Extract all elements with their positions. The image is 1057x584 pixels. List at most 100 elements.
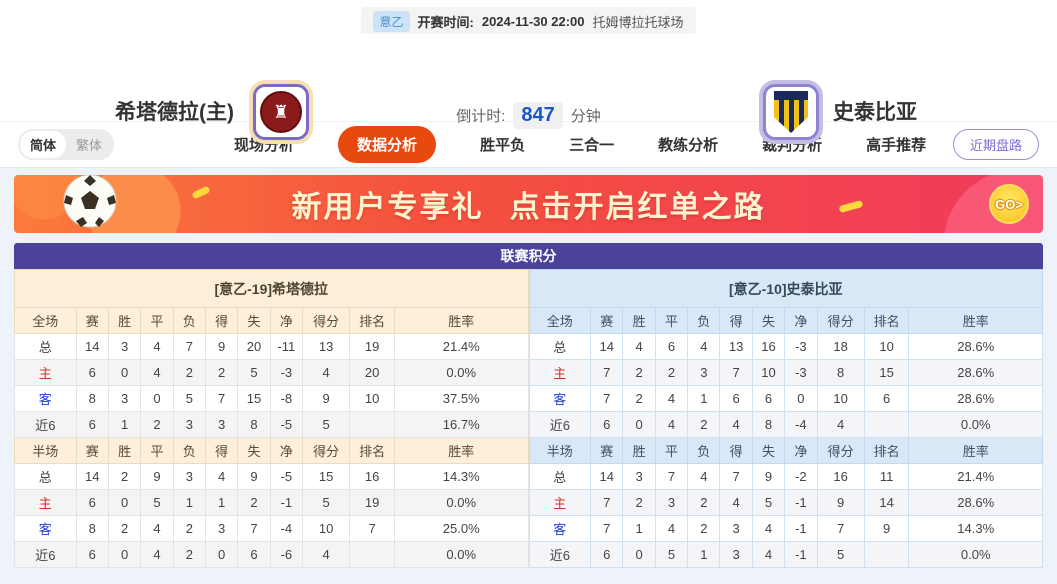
tab-three-in-one[interactable]: 三合一 [569,137,615,154]
row-scope-label: 总 [14,333,77,360]
right-stats-table: [意乙-10]史泰比亚 全场赛胜平负得失净得分 排名 胜率总 14 4 6 4 13 16 -3 18… [528,269,1044,568]
left-full-row-主: 主 6 0 4 2 2 5 -3 4 20 0.0% [14,359,529,386]
away-crest-frame [763,84,819,140]
stat-value: 16 [349,463,395,490]
stat-col-header: 赛 [590,307,624,334]
stat-value: 0.0% [393,359,529,386]
stat-value: 0 [140,385,174,412]
stat-value [863,541,910,568]
lang-simplified[interactable]: 简体 [20,131,67,158]
tab-win-draw-lose[interactable]: 胜平负 [480,137,526,154]
stat-value: 3 [172,463,206,490]
stat-col-header: 得 [204,437,239,464]
stat-col-header: 得 [204,307,239,334]
row-scope-label: 近6 [528,541,592,568]
away-crest-icon [774,91,808,133]
stat-value: 4 [654,385,689,412]
lang-traditional[interactable]: 繁体 [76,138,103,153]
match-team-header: 希塔德拉(主) ♜ 倒计时: 847 分钟 史泰比亚 [0,34,1057,144]
stat-value: 6 [590,541,624,568]
right-full-row-客: 客 7 2 4 1 6 6 0 10 6 28.6% [528,385,1043,412]
stat-value: 6 [75,541,109,568]
confetti-shape [838,200,864,213]
stat-col-header: 排名 [863,437,910,464]
stat-value: 7 [349,515,395,542]
stat-value: -8 [269,385,304,412]
stat-value: 14.3% [908,515,1043,542]
stat-value: -4 [784,411,818,438]
stat-value: -5 [269,411,304,438]
stat-value [349,411,395,438]
stat-value: -1 [784,489,818,516]
stat-value: 14 [75,333,109,360]
go-button[interactable]: GO> [989,184,1029,224]
row-scope-label: 近6 [14,541,77,568]
stat-value: 7 [172,333,206,360]
stat-col-header: 胜率 [908,307,1043,334]
stat-value: 6 [75,489,109,516]
stat-col-header: 净 [269,307,304,334]
stat-value: 7 [719,359,753,386]
stat-value: 3 [204,515,239,542]
stat-value: 2 [172,515,206,542]
stat-value: 2 [107,515,142,542]
stat-value: 3 [172,411,206,438]
stat-col-header: 半场 [528,437,592,464]
away-team-name: 史泰比亚 [833,101,917,124]
stat-value: 6 [719,385,753,412]
stat-col-header: 平 [140,437,174,464]
stat-value: 2 [237,489,271,516]
stat-col-header: 赛 [590,437,624,464]
left-full-row-近6: 近6 6 1 2 3 3 8 -5 5 16.7% [14,411,529,438]
home-team-name: 希塔德拉(主) [115,101,234,124]
stat-value: 7 [816,515,865,542]
stat-value: 4 [140,515,174,542]
stat-value: 14 [590,333,624,360]
stat-value: 7 [590,359,624,386]
stat-value: 6 [654,333,689,360]
stat-col-header: 胜 [107,437,142,464]
left-full-row-客: 客 8 3 0 5 7 15 -8 9 10 37.5% [14,385,529,412]
tab-expert-picks[interactable]: 高手推荐 [866,137,927,154]
tab-coach-analysis[interactable]: 教练分析 [658,137,719,154]
stat-value: 10 [751,359,786,386]
promo-banner[interactable]: 新用户专享礼 点击开启红单之路 GO> [14,175,1043,233]
stat-value: 6 [863,385,910,412]
left-half-row-主: 主 6 0 5 1 1 2 -1 5 19 0.0% [14,489,529,516]
stat-value [863,411,910,438]
stat-value: 4 [816,411,865,438]
stat-col-header: 排名 [863,307,910,334]
right-team-header: [意乙-10]史泰比亚 [528,269,1043,308]
stat-value: 0 [622,411,656,438]
stat-value: 5 [302,411,351,438]
stat-col-header: 失 [237,307,271,334]
stat-value: 0.0% [393,541,529,568]
stat-value: 2 [107,463,142,490]
stat-value: 37.5% [393,385,529,412]
stat-value: 10 [863,333,910,360]
recent-trends-button[interactable]: 近期盘路 [952,129,1039,160]
stat-col-header: 平 [654,437,689,464]
stat-col-header: 排名 [349,437,395,464]
stat-value: 0 [204,541,239,568]
stat-value: 14 [75,463,109,490]
stat-col-header: 胜率 [393,307,529,334]
stat-value: 1 [204,489,239,516]
row-scope-label: 总 [528,333,592,360]
stat-col-header: 失 [751,307,786,334]
stat-value: 7 [719,463,753,490]
tab-data-analysis[interactable]: 数据分析 [338,126,437,163]
right-full-row-近6: 近6 6 0 4 2 4 8 -4 4 0.0% [528,411,1043,438]
content-area: 新用户专享礼 点击开启红单之路 GO> 联赛积分 [意乙-19]希塔德拉 全场赛胜… [0,168,1057,584]
stat-value: 13 [302,333,351,360]
stat-col-header: 得 [719,437,753,464]
nav-tabs: 现场分析 数据分析 胜平负 三合一 教练分析 裁判分析 高手推荐 [234,126,926,163]
stat-value: 4 [751,515,786,542]
stat-value: 10 [302,515,351,542]
left-half-row-客: 客 8 2 4 2 3 7 -4 10 7 25.0% [14,515,529,542]
stat-col-header: 负 [172,307,206,334]
stat-value: 7 [237,515,271,542]
match-info-box: 意乙 开赛时间: 2024-11-30 22:00 托姆博拉托球场 [361,7,696,36]
row-scope-label: 总 [14,463,77,490]
stat-value: 4 [719,489,753,516]
